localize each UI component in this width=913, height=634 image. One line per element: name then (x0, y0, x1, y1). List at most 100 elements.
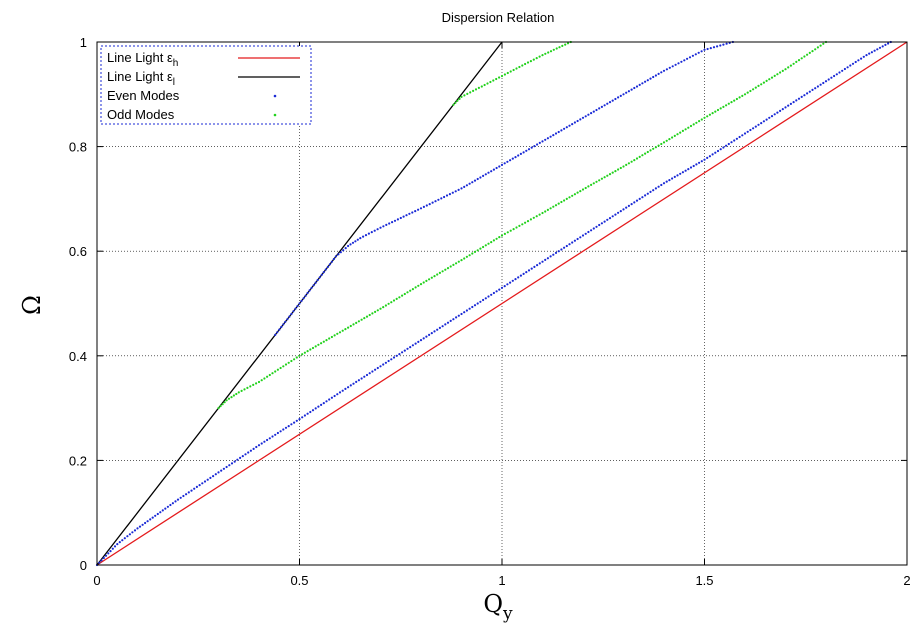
series-line-0 (96, 41, 908, 566)
data-point (473, 250, 477, 253)
data-point (255, 445, 258, 449)
data-point (554, 204, 558, 207)
data-point (228, 464, 231, 467)
data-point (347, 326, 350, 329)
data-point (252, 383, 255, 386)
data-point (458, 97, 461, 100)
data-point (524, 221, 527, 224)
data-point (532, 58, 535, 61)
data-point (425, 335, 428, 338)
data-point (768, 78, 771, 81)
data-point (314, 345, 317, 348)
data-point (654, 146, 658, 149)
data-point (803, 55, 806, 58)
data-point (266, 438, 269, 442)
data-point (498, 288, 501, 291)
data-point (206, 478, 209, 481)
data-point (457, 188, 460, 191)
data-point (195, 485, 198, 488)
data-point (401, 351, 404, 354)
data-point (827, 78, 830, 81)
data-point (476, 177, 479, 181)
data-point (581, 116, 585, 119)
data-point (533, 265, 536, 268)
data-point (225, 465, 228, 469)
data-point (688, 56, 692, 59)
data-point (274, 333, 277, 336)
data-point (598, 179, 601, 182)
data-point (649, 190, 652, 193)
data-point (630, 160, 633, 163)
data-point (282, 365, 285, 368)
data-point (260, 379, 263, 382)
x-axis-label-main: Q (483, 590, 503, 618)
data-point (492, 291, 495, 295)
data-point (660, 142, 663, 146)
data-point (290, 312, 293, 316)
data-point (284, 320, 287, 323)
data-point (113, 545, 117, 548)
data-point (438, 326, 441, 329)
data-point (676, 174, 679, 177)
data-point (225, 399, 228, 402)
data-point (644, 194, 647, 197)
data-point (479, 176, 482, 179)
data-point (803, 94, 806, 97)
data-point (422, 337, 425, 340)
data-point (344, 247, 347, 250)
data-point (608, 173, 612, 176)
data-point (694, 53, 697, 56)
data-point (220, 469, 223, 472)
data-point (100, 559, 103, 562)
data-point (446, 321, 450, 324)
data-point (665, 68, 669, 71)
data-point (698, 120, 701, 123)
data-point (411, 288, 414, 291)
data-point (460, 312, 463, 316)
data-point (668, 179, 671, 182)
data-point (646, 150, 649, 154)
data-point (474, 88, 478, 91)
data-point (627, 90, 631, 93)
data-point (519, 152, 523, 155)
data-point (808, 90, 811, 93)
data-point (169, 503, 172, 507)
data-point (463, 185, 466, 188)
data-point (762, 81, 766, 84)
data-point (411, 211, 414, 214)
data-point (351, 241, 355, 244)
data-point (878, 46, 882, 49)
data-point (471, 252, 474, 255)
data-point (263, 377, 266, 380)
data-point (808, 51, 811, 55)
y-tick-label: 0.6 (69, 244, 87, 259)
data-point (868, 52, 871, 55)
data-point (509, 70, 512, 73)
data-point (662, 182, 666, 185)
data-point (440, 197, 443, 200)
data-point (414, 286, 417, 289)
data-point (279, 366, 282, 370)
data-point (306, 291, 309, 295)
y-tick-label: 0.2 (69, 453, 87, 468)
data-point (822, 81, 825, 85)
data-point (681, 129, 685, 132)
data-point (276, 431, 279, 435)
data-point (309, 410, 312, 414)
data-point (282, 428, 285, 431)
data-point (268, 373, 271, 377)
data-point (512, 68, 515, 72)
data-point (638, 155, 641, 158)
data-point (819, 83, 822, 86)
data-point (557, 202, 560, 205)
data-point (104, 554, 108, 557)
data-point (674, 63, 677, 66)
data-point (511, 157, 514, 160)
data-point (679, 172, 682, 175)
data-point (873, 49, 876, 52)
data-point (241, 455, 244, 458)
data-point (695, 121, 698, 124)
data-point (498, 76, 501, 79)
data-point (749, 128, 752, 132)
data-point (365, 373, 369, 377)
